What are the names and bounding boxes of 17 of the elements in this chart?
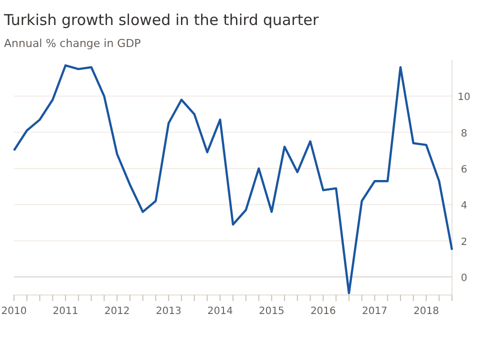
x-tick-label: 2018 bbox=[414, 306, 439, 317]
y-tick-label: 2 bbox=[460, 236, 468, 248]
x-tick-label: 2012 bbox=[104, 306, 130, 317]
x-tick-label: 2014 bbox=[207, 306, 233, 317]
x-tick-label: 2015 bbox=[258, 306, 284, 317]
y-tick-label: 6 bbox=[460, 164, 468, 176]
y-tick-label: 8 bbox=[460, 128, 468, 140]
x-tick-label: 2017 bbox=[362, 306, 388, 317]
x-tick-label: 2013 bbox=[156, 306, 182, 317]
y-tick-label: 4 bbox=[460, 200, 468, 212]
x-tick-label: 2016 bbox=[310, 306, 336, 317]
chart-subtitle: Annual % change in GDP bbox=[4, 37, 142, 50]
y-tick-label: 10 bbox=[458, 92, 470, 104]
y-tick-label: 0 bbox=[460, 272, 468, 284]
chart-title: Turkish growth slowed in the third quarter bbox=[3, 11, 320, 29]
x-tick-label: 2010 bbox=[1, 306, 27, 317]
x-tick-label: 2011 bbox=[52, 306, 78, 317]
